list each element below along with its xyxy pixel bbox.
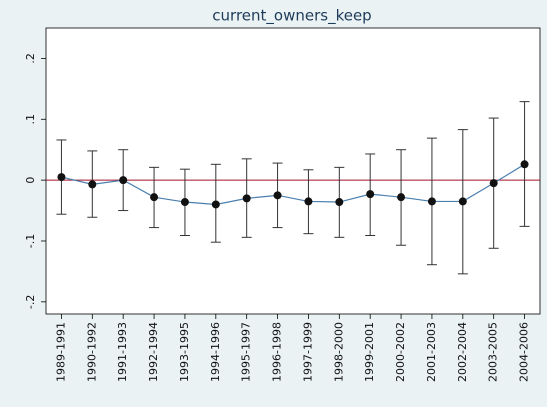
point-estimate	[211, 200, 220, 209]
point-estimate	[273, 191, 282, 200]
point-estimate	[88, 180, 97, 189]
x-tick-label: 1989-1991	[54, 322, 67, 382]
point-estimate	[304, 197, 313, 206]
y-tick-label: 0	[24, 177, 37, 184]
point-estimate	[489, 179, 498, 188]
point-estimate	[366, 190, 375, 199]
point-estimate	[150, 193, 159, 202]
x-tick-label: 2004-2006	[518, 322, 531, 382]
x-tick-label: 2003-2005	[487, 322, 500, 382]
x-tick-label: 2000-2002	[394, 322, 407, 382]
x-tick-label: 1998-2000	[332, 322, 345, 382]
x-tick-label: 1993-1995	[178, 322, 191, 382]
x-tick-label: 2001-2003	[425, 322, 438, 382]
x-tick-label: 1990-1992	[85, 322, 98, 382]
y-tick-label: -.1	[24, 234, 37, 248]
point-estimate	[458, 197, 467, 206]
point-estimate	[180, 198, 189, 207]
point-estimate	[397, 193, 406, 202]
estimate-line	[61, 163, 525, 206]
x-tick-label: 1997-1999	[301, 322, 314, 382]
point-estimate	[427, 197, 436, 206]
x-tick-label: 2002-2004	[456, 322, 469, 382]
point-estimate	[520, 160, 529, 169]
y-tick-label: .2	[24, 53, 37, 64]
x-tick-label: 1995-1997	[240, 322, 253, 382]
x-tick-label: 1994-1996	[209, 322, 222, 382]
point-estimate	[57, 173, 66, 182]
x-tick-label: 1991-1993	[116, 322, 129, 382]
point-estimate	[242, 194, 251, 203]
x-tick-label: 1992-1994	[147, 322, 160, 382]
y-tick-label: -.2	[24, 295, 37, 309]
chart-title: current_owners_keep	[212, 7, 371, 26]
point-estimate	[335, 198, 344, 207]
y-tick-label: .1	[24, 114, 37, 125]
x-tick-label: 1999-2001	[363, 322, 376, 382]
plot-area	[45, 27, 541, 315]
x-tick-label: 1996-1998	[271, 322, 284, 382]
point-estimate	[119, 176, 128, 185]
